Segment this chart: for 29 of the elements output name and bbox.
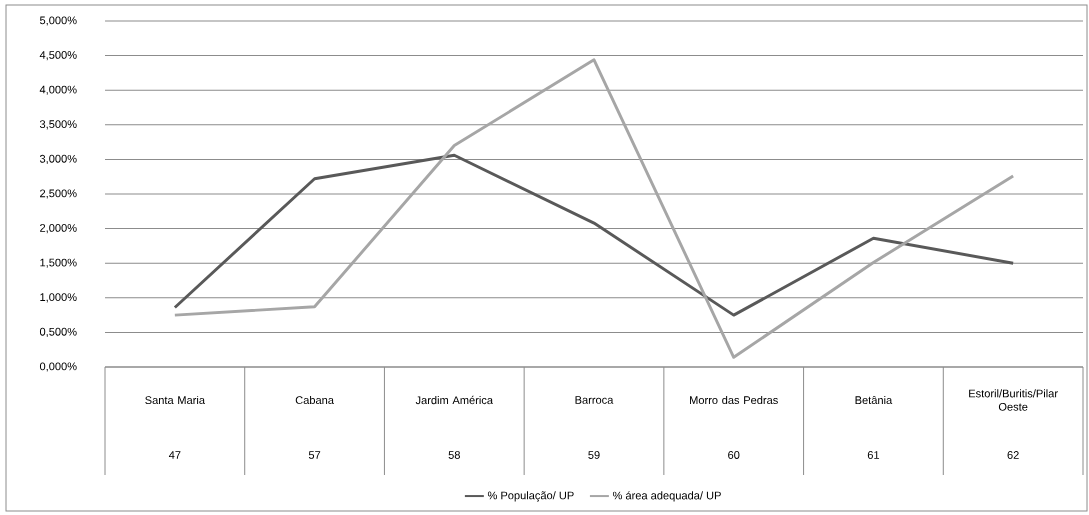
y-tick-label: 4,500% <box>39 51 77 61</box>
y-tick-label: 1,500% <box>40 258 77 268</box>
legend-label: % População/ UP <box>487 491 574 502</box>
text: 62 <box>1007 451 1019 459</box>
text: 60 <box>728 451 740 459</box>
x-tick-label: Barroca <box>575 396 614 404</box>
y-tick-label: 0,000% <box>39 362 77 372</box>
line-series <box>173 58 1015 359</box>
x-tick-label: Cabana <box>295 395 334 405</box>
y-tick-label: 5,000% <box>39 16 77 26</box>
x-tick-label: Estoril/Buritis/Pilar Oeste <box>969 389 1058 411</box>
text: 59 <box>588 451 600 459</box>
y-tick-label: 2,000% <box>40 224 77 234</box>
text: 61 <box>867 451 880 459</box>
x-tick-label: Morro das Pedras <box>690 395 778 405</box>
text: 47 <box>168 451 181 459</box>
y-tick-label: 0,500% <box>39 327 77 337</box>
text: 57 <box>308 451 321 459</box>
x-tick-label: Santa Maria <box>145 395 205 405</box>
y-tick-label: 1,000% <box>40 293 77 303</box>
line-series <box>173 153 1015 317</box>
y-tick-label: 3,000% <box>39 154 77 164</box>
y-tick-label: 4,000% <box>39 85 77 95</box>
x-tick-label: Betânia <box>855 395 893 405</box>
x-tick-label: Jardim América <box>415 395 494 405</box>
legend-label: % área adequada/ UP <box>612 491 721 502</box>
y-tick-label: 3,500% <box>39 120 77 130</box>
text: 58 <box>448 451 460 459</box>
y-tick-label: 2,500% <box>40 189 77 199</box>
